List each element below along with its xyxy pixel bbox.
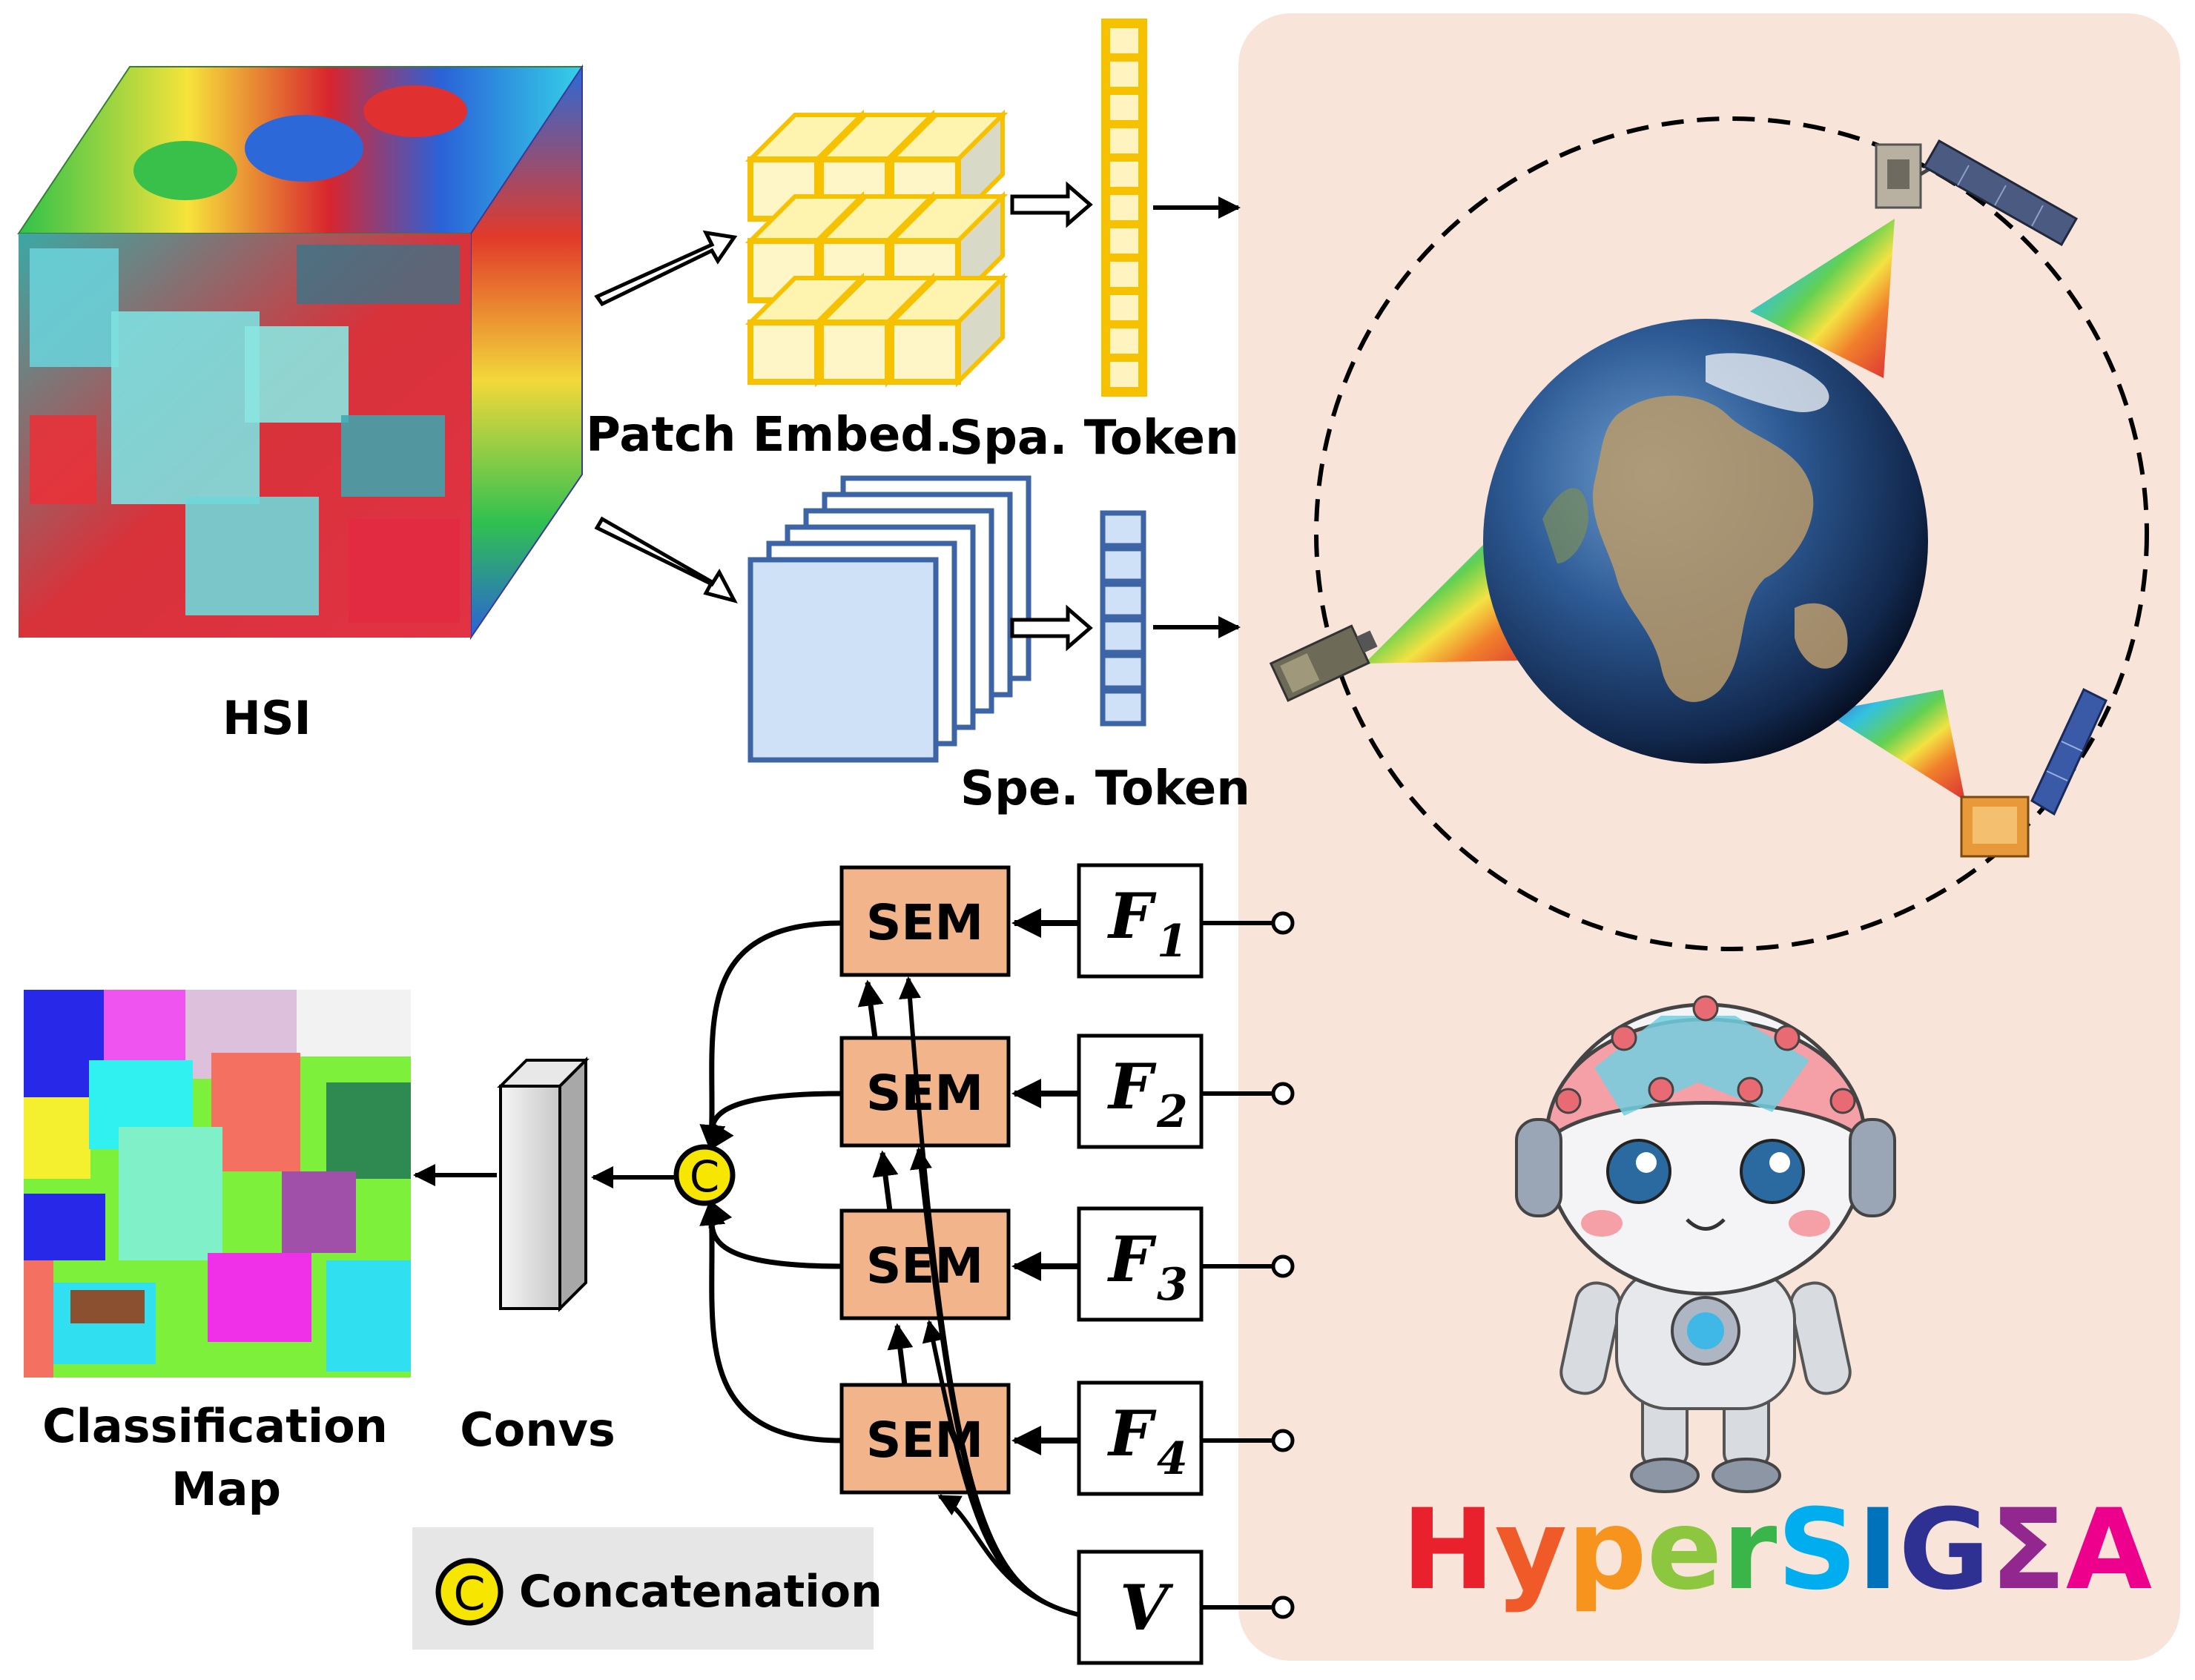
feature-box-v: V [1077, 1550, 1204, 1665]
logo-letter: A [2066, 1486, 2152, 1615]
convs-block [497, 1056, 590, 1312]
arrow-sem-up [887, 1323, 914, 1386]
logo-letter: r [1722, 1486, 1777, 1615]
right-panel [1238, 13, 2180, 1661]
output-port [1271, 911, 1295, 935]
spe-token-cell [1100, 510, 1146, 549]
sem-block-3: SEM [839, 1208, 1011, 1320]
spa-token-cell [1110, 262, 1138, 287]
hollow-arrow-spe [1010, 604, 1093, 652]
hollow-arrow-up [594, 230, 738, 307]
spa-token-cell [1110, 295, 1138, 320]
label-spa-token: Spa. Token [949, 411, 1239, 466]
svg-text:2: 2 [1156, 1086, 1188, 1138]
arrow-sem-to-concat [699, 920, 842, 1151]
svg-text:F: F [1107, 1223, 1157, 1296]
logo-letter: I [1857, 1486, 1898, 1615]
legend-concat-symbol: C [453, 1567, 485, 1621]
spectral-stack [747, 475, 1032, 763]
legend-box: C Concatenation [412, 1527, 882, 1650]
spa-token-cell [1110, 362, 1138, 387]
logo-letter: H [1402, 1486, 1495, 1615]
arrow-sem-to-concat [699, 1199, 842, 1443]
orbit-ring [1314, 116, 2149, 951]
logo-hypersigea: HyperSIGΣA [1402, 1486, 2152, 1615]
svg-text:V: V [1120, 1571, 1174, 1644]
patch-embed-blocks [745, 109, 1009, 388]
spectral-band [747, 557, 939, 763]
legend-concatenation-label: Concatenation [519, 1566, 882, 1618]
sem-block-4: SEM [839, 1383, 1011, 1495]
logo-letter: p [1567, 1486, 1646, 1615]
spe-token-cell [1100, 546, 1146, 584]
patch-block [885, 272, 1009, 388]
svg-text:C: C [690, 1151, 720, 1202]
logo-letter: e [1647, 1486, 1723, 1615]
spa-token-cell [1110, 62, 1138, 87]
output-port [1271, 1082, 1295, 1105]
sem-label: SEM [866, 1237, 983, 1294]
label-spe-token: Spe. Token [960, 761, 1250, 816]
spe-token [1100, 510, 1146, 727]
classification-map [24, 990, 411, 1378]
spa-token-cell [1110, 28, 1138, 53]
spa-token-cell [1110, 228, 1138, 254]
satellite-icon [1875, 139, 2079, 247]
arrow-sem-to-concat [707, 1091, 842, 1151]
svg-text:3: 3 [1157, 1259, 1188, 1311]
arrow-sem-up [872, 1150, 899, 1211]
spa-token [1101, 19, 1147, 397]
label-patch-embed: Patch Embed. [586, 408, 953, 463]
label-classification: Classification [42, 1399, 388, 1453]
beam-top [1750, 219, 1895, 378]
sem-block-1: SEM [839, 865, 1011, 977]
spe-token-cell [1100, 617, 1146, 655]
robot-mascot-icon [1515, 995, 1896, 1493]
logo-letter: S [1777, 1486, 1857, 1615]
spa-token-cell [1110, 95, 1138, 120]
hollow-arrow-down [594, 516, 738, 603]
sem-block-2: SEM [839, 1036, 1011, 1148]
hsi-cube [17, 64, 584, 641]
svg-text:4: 4 [1157, 1433, 1188, 1485]
output-port [1271, 1429, 1295, 1452]
hollow-arrow-spa [1010, 181, 1093, 228]
arrow-sem-to-concat [707, 1199, 842, 1269]
spa-token-cell [1110, 328, 1138, 354]
label-map: Map [171, 1462, 281, 1516]
earth-globe-icon [1483, 319, 1928, 764]
satellite-icon [1269, 624, 1378, 702]
concat-node: C [673, 1144, 736, 1206]
spe-token-cell [1100, 688, 1146, 727]
logo-letter: y [1495, 1486, 1568, 1615]
output-port [1271, 1254, 1295, 1278]
svg-text:1: 1 [1157, 916, 1188, 968]
spe-token-cell [1100, 652, 1146, 691]
beam-bottom [1824, 689, 1965, 801]
spa-token-cell [1110, 128, 1138, 153]
arrow-sem-up [857, 979, 884, 1039]
label-hsi: HSI [222, 691, 311, 745]
label-convs: Convs [460, 1403, 615, 1457]
satellite-icon [1960, 687, 2107, 858]
sem-label: SEM [866, 1065, 983, 1122]
spe-token-cell [1100, 581, 1146, 620]
svg-text:F: F [1107, 1050, 1157, 1123]
logo-letter: G [1898, 1486, 1990, 1615]
logo-letter: Σ [1990, 1486, 2065, 1615]
output-port [1271, 1595, 1295, 1619]
arrow-v-to-sem [937, 1494, 1080, 1617]
spa-token-cell [1110, 162, 1138, 187]
svg-text:F: F [1107, 879, 1157, 953]
svg-text:F: F [1107, 1397, 1157, 1470]
sem-label: SEM [866, 894, 983, 951]
spa-token-cell [1110, 195, 1138, 220]
